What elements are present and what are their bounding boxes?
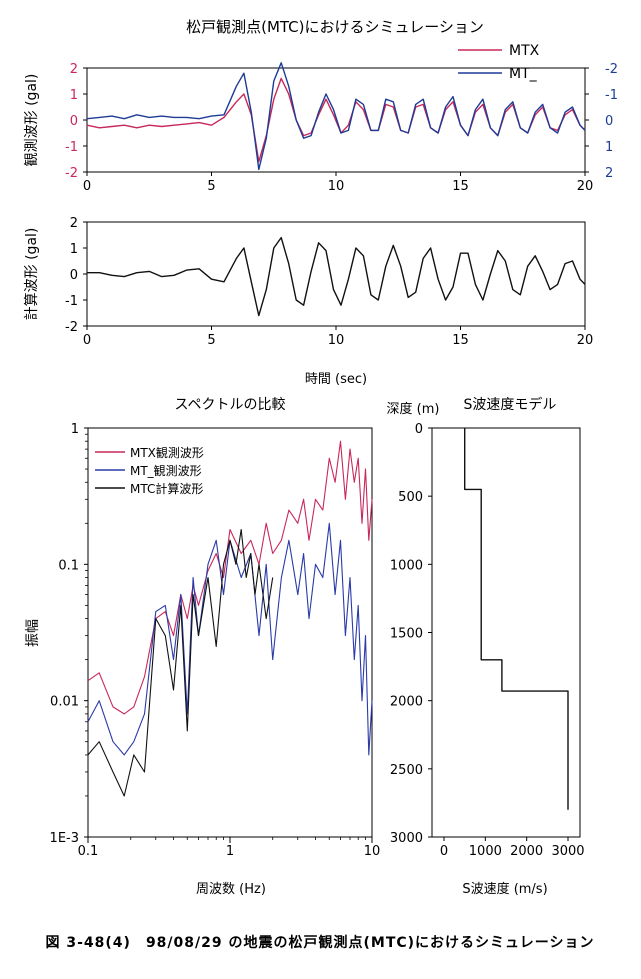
figure-caption: 図 3-48(4) 98/08/29 の地震の松戸観測点(MTC)におけるシミュ… xyxy=(45,935,595,951)
spectrum-y-ticklabel-1E-3: 1E-3 xyxy=(50,831,79,846)
velocity-x-ticklabel-2000: 2000 xyxy=(510,844,543,859)
velocity-y-ticklabel-500: 500 xyxy=(398,490,423,505)
velocity-xlabel: S波速度 (m/s) xyxy=(462,881,547,897)
spectrum-axes: 0.1 1 10 1 0.1 0.01 1E-3 xyxy=(50,422,381,859)
computed-x-ticklabel-20: 20 xyxy=(577,333,594,348)
velocity-y-ticklabel-2500: 2500 xyxy=(390,763,423,778)
computed-x-ticklabel-15: 15 xyxy=(452,333,469,348)
velocity-x-ticklabel-0: 0 xyxy=(440,844,448,859)
observed-panel: 松戸観測点(MTC)におけるシミュレーション 観測波形 (gal) 0 5 10 15… xyxy=(23,18,618,194)
velocity-y-ticklabel-2000: 2000 xyxy=(390,695,423,710)
observed-x-ticklabel-20: 20 xyxy=(577,179,594,194)
observed-y2-ticklabel-0: 0 xyxy=(605,114,613,129)
velocity-y-ticklabel-3000: 3000 xyxy=(390,831,423,846)
legend-label-mt-obs: MT_観測波形 xyxy=(130,464,202,478)
observed-series-mtx xyxy=(86,77,586,163)
velocity-x-ticklabel-1000: 1000 xyxy=(469,844,502,859)
computed-frame xyxy=(86,221,586,327)
observed-y2-ticklabel--2: -2 xyxy=(605,62,618,77)
observed-lines xyxy=(86,62,586,171)
observed-x-ticklabel-10: 10 xyxy=(328,179,345,194)
spectrum-x-ticklabel-1: 1 xyxy=(226,844,234,859)
spectrum-series-1 xyxy=(87,522,373,756)
spectrum-xlabel: 周波数 (Hz) xyxy=(196,882,266,897)
velocity-title: S波速度モデル xyxy=(464,396,557,413)
observed-series-mt xyxy=(86,62,586,171)
observed-x-ticklabel-5: 5 xyxy=(207,179,215,194)
spectrum-y-ticklabel-1: 1 xyxy=(71,422,79,437)
observed-y2-ticklabel-2: 2 xyxy=(605,166,613,181)
velocity-y-ticklabel-1500: 1500 xyxy=(390,627,423,642)
observed-legend: MTX MT_ xyxy=(458,43,540,82)
legend-label-mtx-obs: MTX観測波形 xyxy=(130,446,204,460)
velocity-y-ticklabel-0: 0 xyxy=(415,422,423,437)
observed-y2-ticklabel--1: -1 xyxy=(605,88,618,103)
spectrum-y-ticklabel-0.01: 0.01 xyxy=(50,695,79,710)
observed-title: 松戸観測点(MTC)におけるシミュレーション xyxy=(186,18,484,36)
computed-series-mtc xyxy=(87,236,586,317)
computed-y-ticklabel-2: 2 xyxy=(70,216,78,231)
observed-y-ticklabel-2: 2 xyxy=(70,62,78,77)
computed-ylabel: 計算波形 (gal) xyxy=(24,228,40,321)
velocity-y-ticklabel-1000: 1000 xyxy=(390,558,423,573)
computed-x-ticklabel-10: 10 xyxy=(328,333,345,348)
computed-xlabel: 時間 (sec) xyxy=(305,372,367,387)
spectrum-lines xyxy=(87,440,373,797)
legend-label-mt: MT_ xyxy=(509,66,538,82)
observed-x-ticklabel-0: 0 xyxy=(83,179,91,194)
velocity-frame xyxy=(431,427,581,838)
velocity-lines xyxy=(464,428,569,810)
velocity-x-ticklabel-3000: 3000 xyxy=(551,844,584,859)
computed-y-ticklabel--1: -1 xyxy=(65,294,78,309)
computed-y-ticklabel-1: 1 xyxy=(70,242,78,257)
spectrum-x-ticklabel-0.1: 0.1 xyxy=(78,844,99,859)
observed-y-ticklabel--2: -2 xyxy=(65,166,78,181)
observed-x-ticklabel-15: 15 xyxy=(452,179,469,194)
observed-ylabel: 観測波形 (gal) xyxy=(23,74,40,167)
spectrum-series-2 xyxy=(87,528,274,797)
observed-y-ticklabel-1: 1 xyxy=(70,88,78,103)
computed-x-ticklabel-0: 0 xyxy=(83,333,91,348)
spectrum-x-ticklabel-10: 10 xyxy=(364,844,381,859)
computed-y-ticklabel-0: 0 xyxy=(70,268,78,283)
velocity-ylabel: 深度 (m) xyxy=(387,401,440,417)
observed-y-ticklabel-0: 0 xyxy=(70,114,78,129)
spectrum-legend: MTX観測波形 MT_観測波形 MTC計算波形 xyxy=(95,446,204,496)
computed-lines xyxy=(87,236,586,317)
velocity-profile xyxy=(464,428,569,810)
computed-y-ticklabel--2: -2 xyxy=(65,320,78,335)
spectrum-panel: スペクトルの比較 振幅 周波数 (Hz) 0.1 1 1010.10.011E-3 … xyxy=(25,397,380,897)
legend-label-mtx: MTX xyxy=(509,43,540,59)
velocity-axes: 0 1000 2000 3000 0 500 1000 1500 2000 2500 3000 xyxy=(390,422,585,859)
legend-label-mtc-calc: MTC計算波形 xyxy=(130,481,203,496)
observed-y2-ticklabel-1: 1 xyxy=(605,140,613,155)
velocity-panel: S波速度モデル 深度 (m) S波速度 (m/s) 0 1000 2000 30000… xyxy=(387,396,585,897)
spectrum-y-ticklabel-0.1: 0.1 xyxy=(58,558,79,573)
computed-x-ticklabel-5: 5 xyxy=(207,333,215,348)
spectrum-title: スペクトルの比較 xyxy=(174,397,285,413)
observed-y-ticklabel--1: -1 xyxy=(65,140,78,155)
spectrum-ylabel: 振幅 xyxy=(25,619,41,647)
spectrum-series-0 xyxy=(87,440,373,715)
